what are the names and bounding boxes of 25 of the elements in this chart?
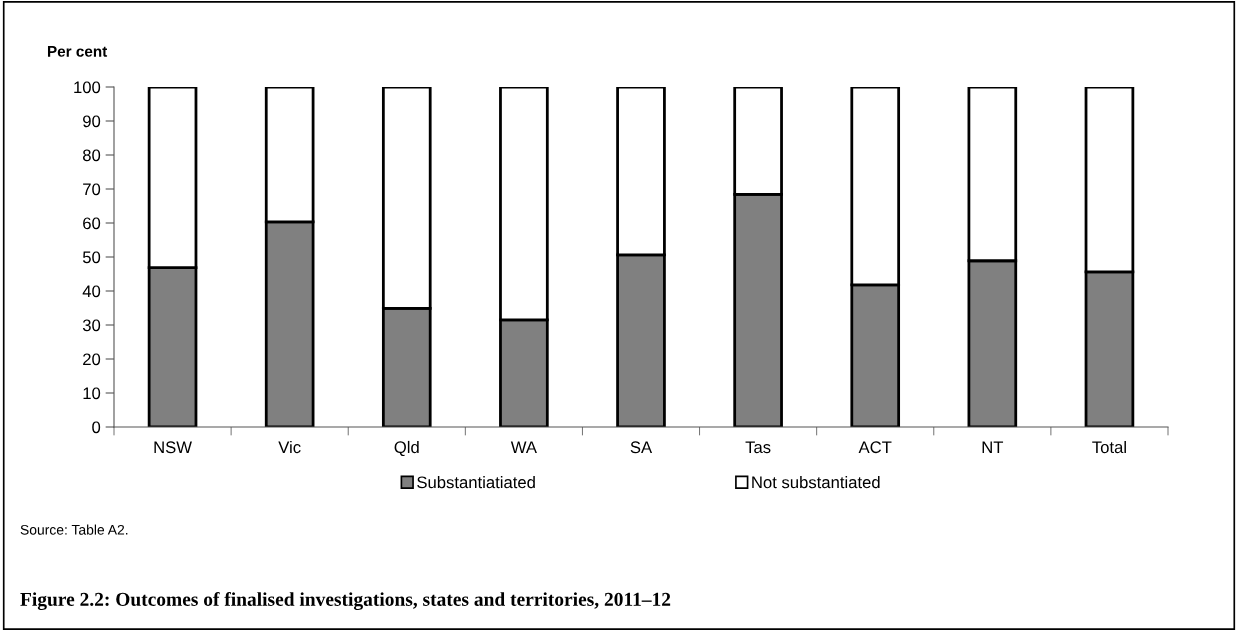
y-tick-label: 40 bbox=[82, 285, 101, 298]
x-tick-label: ACT bbox=[858, 441, 892, 454]
y-axis-title: Per cent bbox=[47, 46, 108, 57]
y-tick-label: 100 bbox=[74, 81, 101, 94]
text: Figure 2.2: Outcomes of finalised investigations, states and territories, 2011–12 bbox=[20, 592, 671, 610]
x-tick-label: WA bbox=[510, 441, 537, 453]
x-tick-label: NT bbox=[982, 441, 1004, 453]
x-tick-label: Qld bbox=[394, 440, 419, 457]
y-tick-label: 60 bbox=[83, 217, 101, 230]
x-tick-label: Vic bbox=[278, 440, 301, 454]
y-tick-label: 70 bbox=[83, 183, 101, 196]
y-tick-label: 90 bbox=[83, 115, 101, 128]
y-tick-label: 0 bbox=[92, 421, 101, 434]
y-tick-label: 20 bbox=[83, 353, 101, 366]
x-tick-label: SA bbox=[630, 441, 653, 454]
y-tick-label: 50 bbox=[82, 251, 101, 264]
legend-label: Not substantiated bbox=[752, 476, 880, 489]
x-tick-label: Total bbox=[1092, 440, 1126, 454]
x-tick-label: NSW bbox=[154, 441, 192, 454]
source-note: Source: Table A2. bbox=[20, 524, 128, 535]
x-tick-label: Tas bbox=[745, 441, 771, 454]
y-tick-label: 30 bbox=[82, 319, 101, 332]
y-tick-label: 80 bbox=[82, 149, 101, 162]
legend-label: Substantiatiated bbox=[417, 476, 535, 489]
y-tick-label: 10 bbox=[83, 387, 101, 400]
